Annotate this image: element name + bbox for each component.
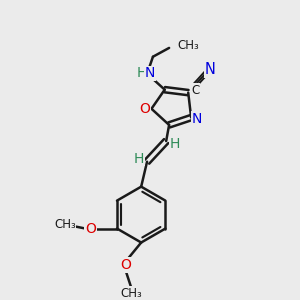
Text: CH₃: CH₃ bbox=[177, 39, 199, 52]
Text: O: O bbox=[85, 222, 96, 236]
Text: N: N bbox=[192, 112, 202, 126]
Text: N: N bbox=[205, 62, 216, 77]
Text: O: O bbox=[140, 102, 150, 116]
Text: H: H bbox=[134, 152, 144, 166]
Text: O: O bbox=[120, 258, 131, 272]
Text: CH₃: CH₃ bbox=[54, 218, 76, 231]
Text: C: C bbox=[191, 84, 199, 97]
Text: N: N bbox=[145, 67, 155, 80]
Text: H: H bbox=[169, 137, 180, 151]
Text: CH₃: CH₃ bbox=[121, 287, 142, 300]
Text: H: H bbox=[136, 67, 147, 80]
